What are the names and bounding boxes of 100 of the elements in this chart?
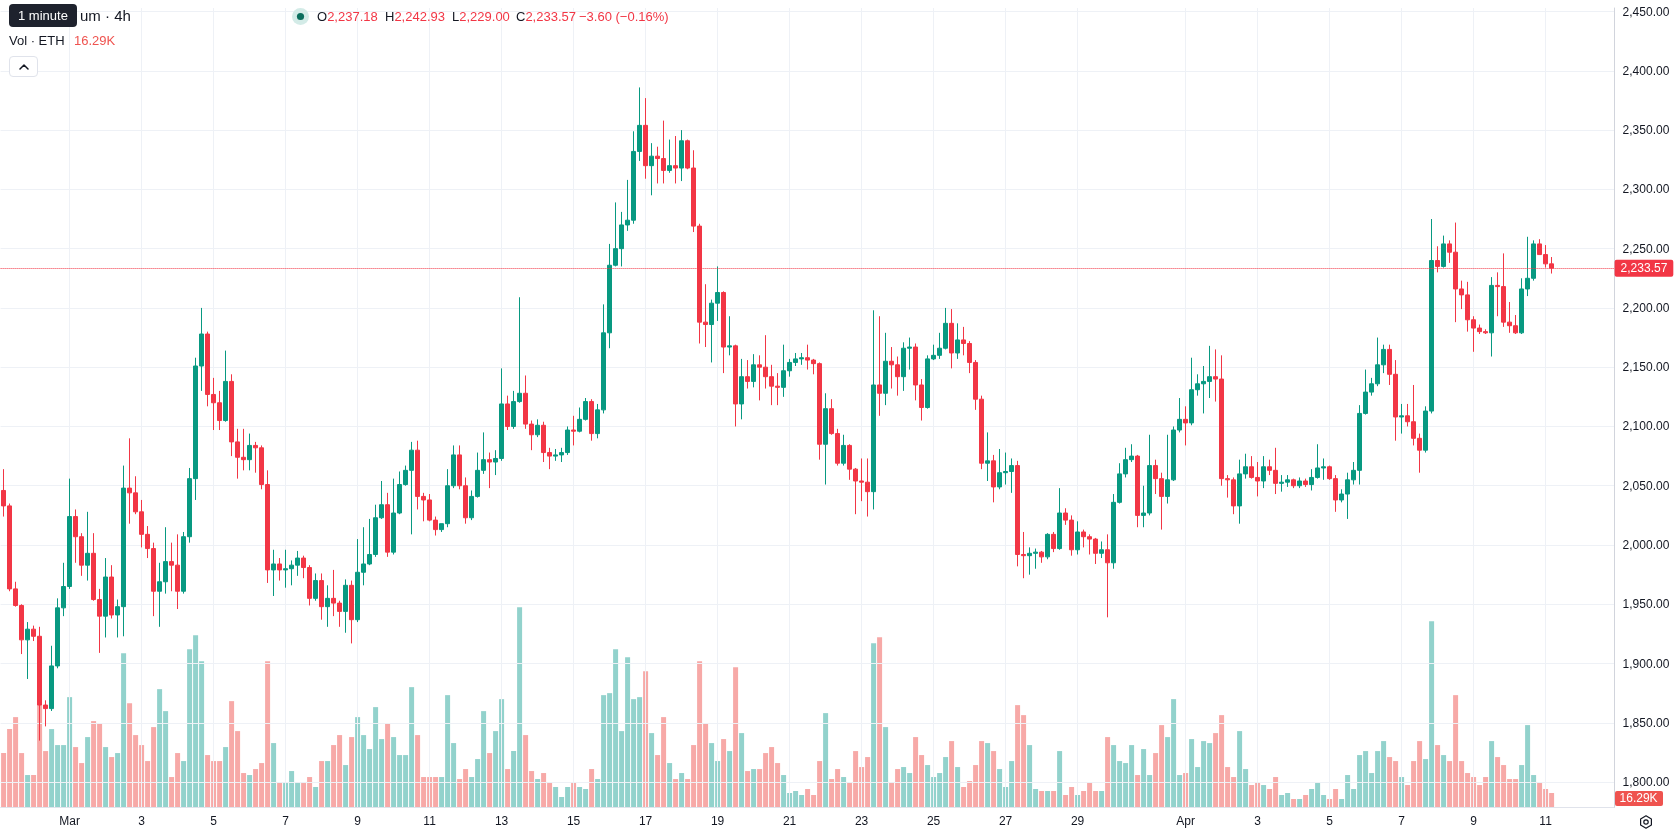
y-tick-label: 1,850.00 [1622,715,1670,730]
candlestick [955,322,960,360]
candlestick [739,358,744,420]
candlestick [589,398,594,442]
x-tick-label: 7 [282,814,290,828]
candlestick [487,452,492,489]
candlestick [571,415,576,446]
bar [1261,785,1267,807]
bar [991,751,997,807]
x-tick-label: 9 [354,814,362,828]
y-tick-label: 2,300.00 [1622,182,1670,197]
bar [1291,799,1297,807]
y-tick-label: 1,950.00 [1622,597,1670,612]
bar [871,643,877,807]
annotation: Vol · ETH [9,33,65,48]
bar [505,769,511,807]
x-tick-label: 7 [1398,814,1406,828]
bar [739,733,745,807]
candlestick [745,359,750,390]
bar [349,737,355,807]
bar [1435,745,1441,807]
candlestick [109,564,114,620]
x-tick-label: 15 [566,814,581,828]
candlestick [271,549,276,597]
bar [649,733,655,807]
y-tick-label: 2,200.00 [1622,300,1670,315]
candlestick [1261,455,1266,489]
candlestick [25,621,30,680]
y-tick-label: 2,250.00 [1622,241,1670,256]
candlestick [643,97,648,180]
bar [223,747,229,807]
x-tick-label: 21 [782,814,797,828]
candlestick [325,584,330,628]
bar [1441,755,1447,807]
y-tick-label: 1,800.00 [1622,775,1670,790]
bar [1099,791,1105,807]
bar [589,769,595,807]
bar [1303,795,1309,807]
candlestick [1039,550,1044,564]
chart-title: um · 4h [80,7,131,25]
candlestick [667,139,672,174]
candlestick [1183,405,1188,446]
y-tick-label: 2,000.00 [1622,538,1670,553]
candlestick [1399,403,1404,435]
candlestick [1303,478,1308,488]
bar [109,757,115,807]
candlestick [343,578,348,634]
candlestick [1297,476,1302,489]
y-tick-label: 2,400.00 [1622,63,1670,78]
bar [745,771,751,807]
candlestick [823,392,828,486]
x-tick-label: 27 [998,814,1013,828]
bar [1105,737,1111,807]
candlestick [1105,533,1110,618]
candlestick [733,344,738,427]
candlestick [985,431,990,482]
candlestick [1051,531,1056,553]
candlestick [223,350,228,423]
bar [721,739,727,807]
bar [535,779,541,807]
y-tick-label: 2,100.00 [1622,419,1670,434]
bar [955,767,961,807]
bar [103,747,109,807]
bar [1051,791,1057,807]
bar [1039,791,1045,807]
text: 16.29K [1614,791,1663,807]
candlestick [883,332,888,406]
bar [343,765,349,807]
x-tick-label: 25 [926,814,941,828]
x-tick-label: 5 [210,814,218,828]
candlestick [1489,276,1494,358]
x-tick-label: Mar [59,814,80,828]
candlestick [1291,478,1296,489]
candlestick [1057,487,1062,551]
x-tick-label: 13 [494,814,509,828]
candlestick [1045,532,1050,560]
annotation: 16.29K [74,33,116,48]
candlestick [727,315,732,356]
x-tick-label: 9 [1470,814,1478,828]
candlestick [85,511,90,582]
candlestick [991,454,996,503]
y-tick-label: 2,350.00 [1622,123,1670,138]
bar [679,773,685,807]
bar [727,751,733,807]
bar [841,777,847,807]
bar [883,727,889,807]
bar [985,743,991,807]
candlestick [535,418,540,438]
annotation: H2,242.93 [385,9,445,24]
x-tick-label: 5 [1326,814,1334,828]
candlestick [1075,520,1080,555]
annotation: O2,237.18 [317,9,378,24]
x-tick-label: 11 [1539,814,1553,828]
bar [1045,791,1051,807]
x-tick-label: 11 [423,814,437,828]
annotation: 1 minute [18,8,68,23]
candlestick [103,557,108,638]
bar [1057,751,1063,807]
bar [751,769,757,807]
bar [1135,775,1141,807]
